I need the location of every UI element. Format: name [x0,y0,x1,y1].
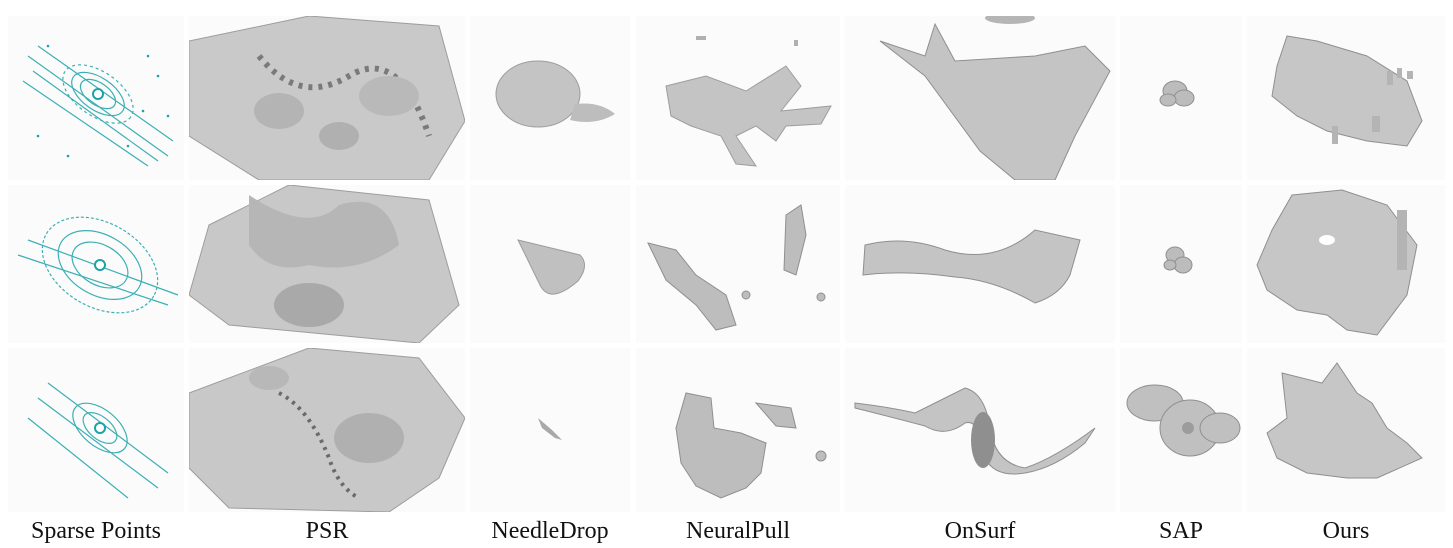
column-label-ours: Ours [1322,518,1370,544]
row1-neuralpull-panel [636,16,840,180]
row1-psr-panel [189,16,465,180]
column-label-sparse-points: Sparse Points [30,518,161,544]
row1-needledrop-panel [470,16,630,180]
neuralpull-mesh-render [675,392,827,499]
column-label-psr: PSR [305,518,349,544]
row1-sparse-points-panel [8,16,184,180]
column-label-sap: SAP [1158,518,1204,544]
sap-mesh-render [1163,246,1193,274]
row2-needledrop-panel [470,185,630,343]
sap-mesh-render [1159,80,1195,107]
row3-sap-panel [1120,348,1242,512]
ours-mesh-render [1266,362,1423,479]
column-label-onsurf: OnSurf [944,518,1016,544]
row2-neuralpull-panel [636,185,840,343]
needledrop-mesh-render [495,60,615,128]
column-label-neuralpull: NeuralPull [686,518,790,544]
onsurf-mesh-render [854,387,1096,475]
row3-ours-panel [1247,348,1445,512]
row3-psr-panel [189,348,465,512]
row3-sparse-points-panel [8,348,184,512]
psr-mesh-render [189,185,460,343]
neuralpull-mesh-render [647,204,826,331]
row2-ours-panel [1247,185,1445,343]
point-cloud-image [22,44,174,167]
ours-mesh-render [1256,189,1418,336]
needledrop-mesh-render [517,239,585,295]
ours-mesh-render [1271,35,1423,147]
row2-sap-panel [1120,185,1242,343]
row3-neuralpull-panel [636,348,840,512]
row3-needledrop-panel [470,348,630,512]
row2-onsurf-panel [845,185,1115,343]
onsurf-mesh-render [879,16,1111,180]
row2-sparse-points-panel [8,185,184,343]
psr-mesh-render [189,16,465,180]
row2-psr-panel [189,185,465,343]
sap-mesh-render [1126,384,1241,457]
needledrop-mesh-render [538,418,562,440]
point-cloud-image [17,216,179,314]
row3-onsurf-panel [845,348,1115,512]
onsurf-mesh-render [862,229,1081,304]
row1-onsurf-panel [845,16,1115,180]
neuralpull-mesh-render [665,36,832,167]
point-cloud-image [27,382,169,499]
row1-sap-panel [1120,16,1242,180]
row1-ours-panel [1247,16,1445,180]
column-label-needledrop: NeedleDrop [491,518,609,544]
psr-mesh-render [189,348,465,512]
